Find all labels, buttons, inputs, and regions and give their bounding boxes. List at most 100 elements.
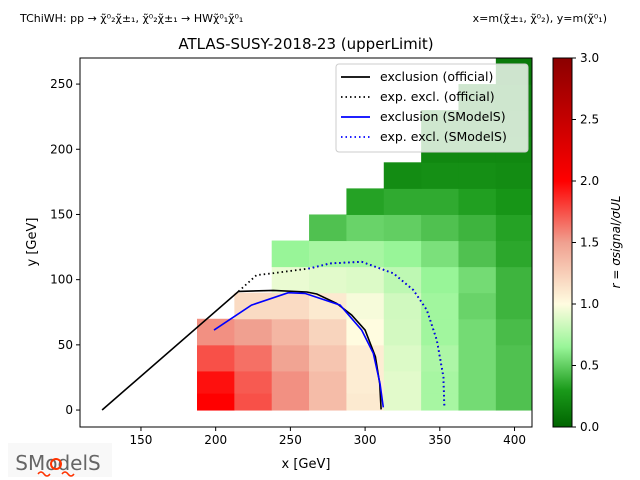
legend: exclusion (official) exp. excl. (official… xyxy=(335,63,529,153)
heatmap-cell xyxy=(196,370,235,394)
heatmap-cell xyxy=(383,344,422,372)
heatmap-cell xyxy=(309,393,347,411)
x-tick-label: 150 xyxy=(130,433,153,447)
heatmap-cell xyxy=(383,292,422,320)
heatmap-cell xyxy=(495,318,533,346)
heatmap-cell xyxy=(196,344,235,372)
series-line xyxy=(213,291,385,408)
legend-label: exp. excl. (SModelS) xyxy=(380,129,507,144)
heatmap-cell xyxy=(458,266,497,294)
heatmap-cell xyxy=(421,292,459,320)
colorbar-tick-label: 0.5 xyxy=(580,359,599,373)
heatmap-cell xyxy=(271,344,310,372)
y-axis-label: y [GeV] xyxy=(25,218,40,267)
heatmap-cell xyxy=(421,240,459,268)
logo-wavy-line-icon xyxy=(37,471,75,477)
heatmap-cell xyxy=(495,214,533,242)
heatmap-cell xyxy=(383,240,422,268)
heatmap-cell xyxy=(309,344,347,372)
y-axis: 0 50 100 150 200 250 xyxy=(50,77,80,417)
x-tick-label: 200 xyxy=(204,433,227,447)
heatmap-cell xyxy=(346,393,385,411)
smodels-logo: SModelS xyxy=(8,443,112,477)
chart-title: ATLAS-SUSY-2018-23 (upperLimit) xyxy=(178,35,433,53)
heatmap-cell xyxy=(234,292,273,320)
heatmap-cell xyxy=(309,266,347,294)
header-axes-definition: x=m(χ̃±₁, χ̃⁰₂), y=m(χ̃⁰₁) xyxy=(473,12,607,25)
heatmap-cell xyxy=(309,370,347,394)
heatmap-cell xyxy=(421,266,459,294)
heatmap-cell xyxy=(495,188,533,215)
heatmap-cell xyxy=(458,214,497,242)
heatmap-cell xyxy=(271,393,310,411)
heatmap-cell xyxy=(309,318,347,346)
heatmap-cell xyxy=(383,318,422,346)
x-tick-label: 350 xyxy=(428,433,451,447)
heatmap-cell xyxy=(458,292,497,320)
y-tick-label: 200 xyxy=(50,142,73,156)
heatmap-cell xyxy=(458,370,497,394)
heatmap-cell xyxy=(421,214,459,242)
heatmap-cell xyxy=(495,292,533,320)
heatmap-cell xyxy=(495,370,533,394)
colorbar-tick-label: 2.5 xyxy=(580,113,599,127)
heatmap-cell xyxy=(495,240,533,268)
series-line xyxy=(308,260,446,409)
legend-label: exclusion (SModelS) xyxy=(380,109,506,124)
heatmap-cell xyxy=(346,240,385,268)
heatmap-cell xyxy=(458,344,497,372)
heatmap-cell xyxy=(421,370,459,394)
colorbar: 0.0 0.5 1.0 1.5 2.0 2.5 3.0 r = σsignal/σUL xyxy=(552,51,623,434)
heatmap-cell xyxy=(421,162,459,189)
heatmap-cell xyxy=(346,214,385,242)
y-tick-label: 150 xyxy=(50,207,73,221)
heatmap-cell xyxy=(421,318,459,346)
colorbar-tick-label: 1.0 xyxy=(580,297,599,311)
colorbar-tick-label: 0.0 xyxy=(580,420,599,434)
heatmap-cell xyxy=(309,214,347,242)
logo-text: SModelS xyxy=(15,451,100,475)
heatmap-cell xyxy=(495,266,533,294)
x-tick-label: 250 xyxy=(279,433,302,447)
heatmap-cell xyxy=(271,292,310,320)
heatmap-cell xyxy=(383,188,422,215)
plot-frame xyxy=(79,57,533,428)
colorbar-tick-label: 3.0 xyxy=(580,51,599,65)
legend-box xyxy=(335,63,529,153)
heatmap-cell xyxy=(196,318,235,346)
heatmap-cell xyxy=(383,162,422,189)
heatmap-cell xyxy=(458,240,497,268)
heatmap-cell xyxy=(383,266,422,294)
heatmap-cell xyxy=(458,162,497,189)
x-tick-label: 400 xyxy=(503,433,526,447)
heatmap-cell xyxy=(495,393,533,411)
heatmap-cell xyxy=(458,188,497,215)
colorbar-tick-label: 2.0 xyxy=(580,174,599,188)
heatmap-cell xyxy=(383,370,422,394)
heatmap-cell xyxy=(196,393,235,411)
heatmap-cell xyxy=(346,292,385,320)
colorbar-label: r = σsignal/σUL xyxy=(609,196,623,289)
heatmap-cell xyxy=(234,393,273,411)
heatmap-cell xyxy=(458,318,497,346)
heatmap-cell xyxy=(495,162,533,189)
header-process: TChiWH: pp → χ̃⁰₂χ̃±₁, χ̃⁰₂χ̃±₁ → HWχ̃⁰₁… xyxy=(19,12,243,25)
y-tick-label: 100 xyxy=(50,273,73,287)
heatmap-cell xyxy=(309,240,347,268)
colorbar-scale xyxy=(552,57,573,428)
heatmap-cell xyxy=(346,266,385,294)
heatmap-cell xyxy=(346,370,385,394)
heatmap-cell xyxy=(234,344,273,372)
y-tick-label: 50 xyxy=(58,338,73,352)
colorbar-tick-label: 1.5 xyxy=(580,236,599,250)
heatmap-cell xyxy=(271,370,310,394)
y-tick-label: 250 xyxy=(50,77,73,91)
heatmap-cell xyxy=(421,393,459,411)
legend-label: exclusion (official) xyxy=(380,69,493,84)
heatmap-cell xyxy=(421,344,459,372)
heatmap-cell xyxy=(458,393,497,411)
heatmap-cell xyxy=(495,344,533,372)
heatmap-cell xyxy=(346,188,385,215)
heatmap-cell xyxy=(383,214,422,242)
